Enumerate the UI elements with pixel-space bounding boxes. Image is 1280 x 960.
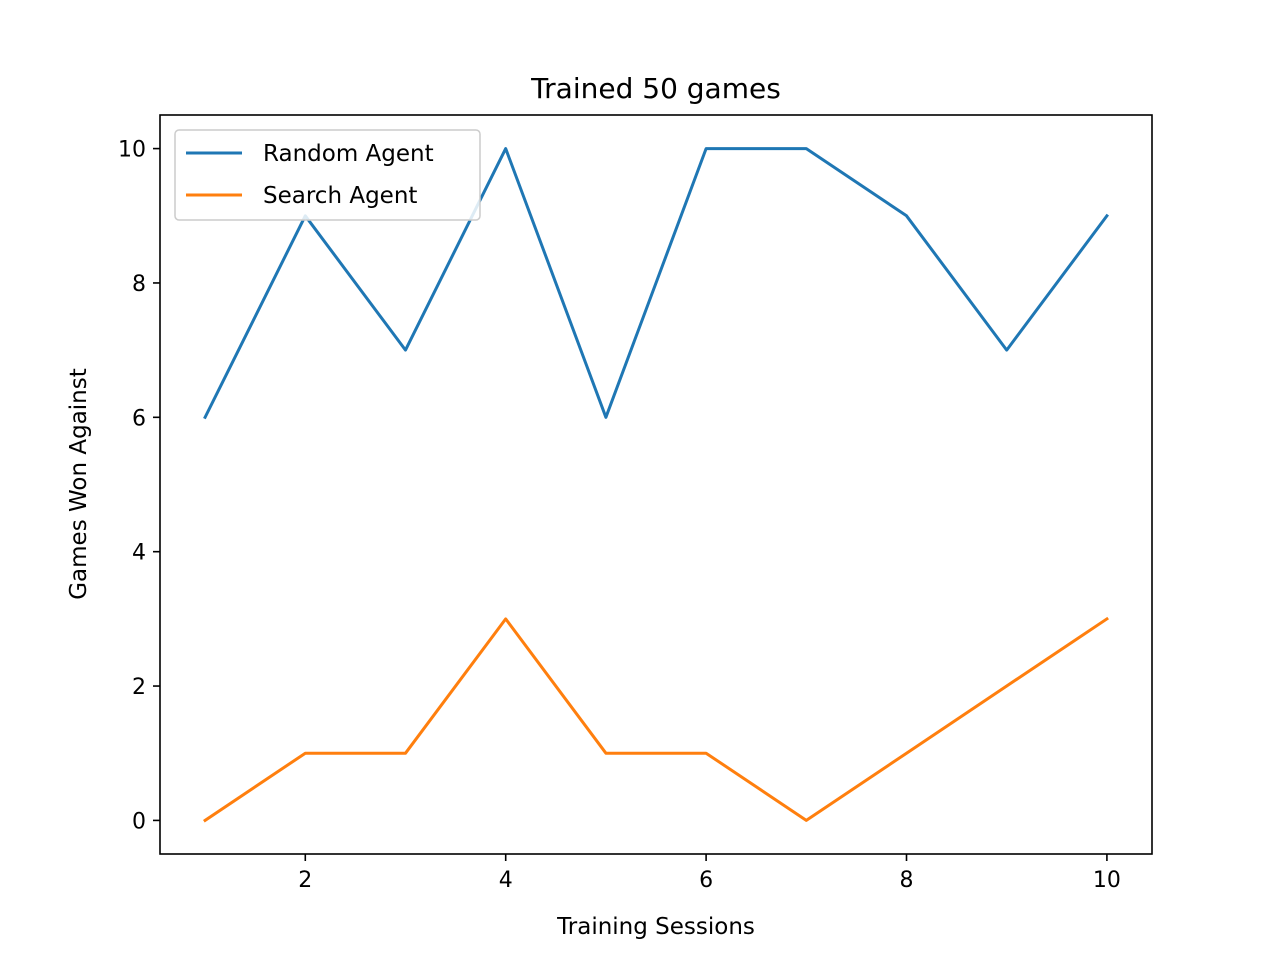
series-line-random-agent xyxy=(203,147,1109,420)
chart-title: Trained 50 games xyxy=(530,72,781,105)
y-tick-label: 0 xyxy=(132,809,146,834)
legend: Random Agent Search Agent xyxy=(174,129,481,221)
y-tick-label: 8 xyxy=(132,272,146,297)
y-tick-label: 6 xyxy=(132,406,146,431)
x-tick-label: 6 xyxy=(699,868,713,893)
legend-label-random-agent: Random Agent xyxy=(263,141,434,167)
x-tick-label: 2 xyxy=(298,868,312,893)
legend-label-search-agent: Search Agent xyxy=(263,183,417,209)
x-axis-label: Training Sessions xyxy=(556,914,755,940)
y-tick-label: 4 xyxy=(132,541,146,566)
y-axis-label: Games Won Against xyxy=(66,368,92,600)
series-line-search-agent xyxy=(203,616,1109,823)
x-tick-label: 4 xyxy=(499,868,513,893)
ticks-layer: 2 4 6 8 10 0 2 4 6 8 10 xyxy=(118,138,1121,893)
x-tick-label: 8 xyxy=(900,868,914,893)
series-layer xyxy=(203,147,1109,823)
x-tick-label: 10 xyxy=(1093,868,1121,893)
y-tick-label: 2 xyxy=(132,675,146,700)
plot-frame xyxy=(159,114,1153,855)
y-tick-label: 10 xyxy=(118,138,146,163)
legend-box xyxy=(174,129,481,221)
